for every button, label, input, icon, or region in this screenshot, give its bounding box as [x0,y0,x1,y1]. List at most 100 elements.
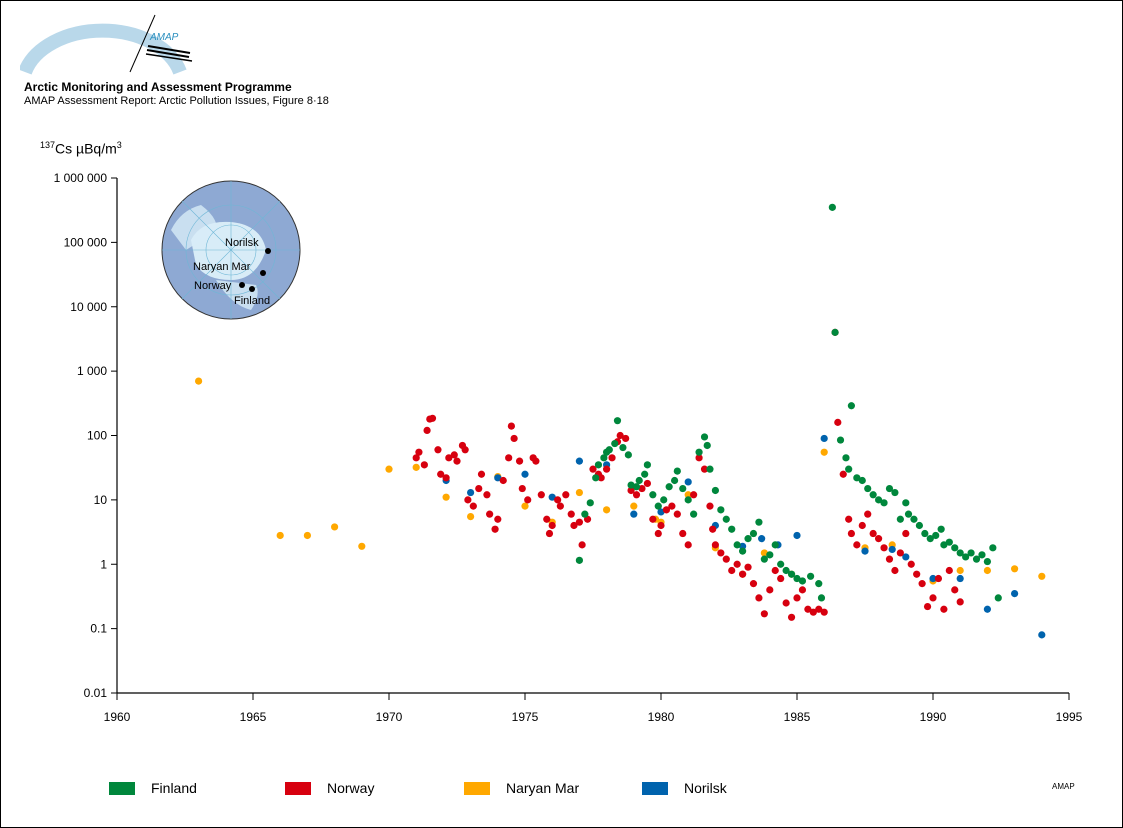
data-point-finland [605,446,613,454]
data-point-norway [632,491,641,499]
data-point-finland [937,525,945,533]
data-point-finland [575,556,584,564]
data-point-norway [445,454,453,462]
data-point-norilsk [861,547,869,555]
data-point-norway [945,566,953,575]
data-point-finland [706,465,714,473]
data-point-finland [972,555,981,563]
data-point-finland [896,515,904,523]
data-point-norway [469,502,477,510]
data-point-finland [771,541,779,549]
y-tick-label: 0.1 [90,622,107,636]
data-point-norilsk [956,574,964,583]
map-label-norway: Norway [194,280,232,292]
data-point-finland [600,454,608,462]
y-tick-label: 100 000 [64,235,108,249]
data-point-norway [782,599,790,607]
data-point-norway [589,465,597,473]
data-point-norway [483,491,491,499]
data-point-norway [543,515,551,523]
x-tick-label: 1975 [512,710,539,724]
data-point-norilsk [820,434,828,443]
x-tick-label: 1990 [920,710,947,724]
data-point-finland [654,502,662,510]
data-point-norway [845,515,853,523]
data-point-finland [766,551,774,559]
arctic-map: Norilsk Naryan Mar Norway Finland [161,180,301,320]
data-point-naryan-mar [276,531,284,540]
data-point-norway [608,454,616,462]
legend-swatch-norway [285,781,311,795]
legend-item-norway: Norway [285,778,374,798]
map-label-naryan-mar: Naryan Mar [193,261,251,273]
data-point-norway [956,598,964,606]
data-point-finland [632,483,641,491]
data-point-norway [853,541,861,549]
data-point-norway [499,476,507,485]
y-tick-label: 10 000 [70,300,107,314]
data-point-norway [793,594,801,602]
data-point-finland [679,484,687,493]
data-point-finland [684,496,692,504]
data-point-naryan-mar [603,506,611,514]
data-point-norway [891,566,899,575]
data-point-norway [477,470,486,478]
data-point-finland [671,476,679,485]
data-point-norway [880,544,888,552]
data-point-norway [755,594,763,602]
data-point-norway [834,418,842,426]
x-tick-label: 1965 [240,710,267,724]
data-point-norway [673,510,681,518]
data-point-norway [777,574,785,583]
data-point-finland [989,544,997,552]
data-point-norway [940,605,948,613]
data-point-naryan-mar [467,512,475,521]
data-point-norway [518,484,526,493]
data-point-norway [662,506,671,514]
data-point-finland [921,529,929,538]
data-point-norway [902,529,910,538]
data-point-finland [891,488,899,497]
data-point-finland [875,496,883,504]
map-label-finland: Finland [234,295,270,307]
data-point-norway [809,608,817,616]
data-point-norway [706,502,714,510]
data-point-naryan-mar [1011,565,1019,573]
data-point-norway [896,549,904,557]
legend-label-norilsk: Norilsk [684,780,727,796]
data-point-norway [507,422,515,430]
x-tick-label: 1995 [1056,710,1083,724]
data-point-norway [638,484,646,493]
data-point-norway [815,605,823,613]
data-point-norway [739,570,747,578]
data-point-norway [453,457,461,465]
legend-label-naryan-mar: Naryan Mar [506,780,580,796]
data-point-finland [739,547,747,555]
data-point-norway [709,525,717,533]
data-point-finland [967,549,975,557]
data-point-finland [817,594,826,602]
data-point-norway [679,529,687,538]
data-point-finland [711,486,720,495]
data-point-norway [684,541,692,549]
data-point-finland [978,551,986,559]
data-point-finland [807,572,815,580]
data-point-norway [537,491,545,499]
amap-logo: AMAP [20,14,193,75]
legend-swatch-naryan-mar [464,781,490,795]
data-point-norway [858,521,866,530]
data-point-naryan-mar [575,488,584,497]
data-point-finland [744,535,752,543]
data-point-norway [918,580,926,588]
data-point-naryan-mar [820,448,828,456]
data-point-norway [556,502,564,510]
data-point-norway [798,586,807,594]
x-tick-label: 1970 [376,710,403,724]
amap-footer-mark: AMAP [1052,782,1075,791]
data-point-norway [548,521,556,530]
data-point-norway [913,570,921,578]
data-point-finland [592,474,600,482]
y-tick-label: 0.01 [84,686,108,700]
data-point-norilsk [657,508,665,516]
